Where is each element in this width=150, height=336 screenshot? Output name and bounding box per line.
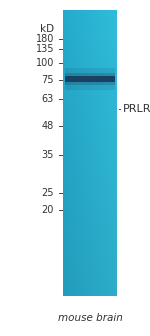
Text: mouse brain: mouse brain [58,312,122,323]
Text: 135: 135 [36,44,54,54]
Text: 48: 48 [42,121,54,131]
Text: PRLR: PRLR [123,104,150,114]
Text: 20: 20 [42,205,54,215]
Text: 75: 75 [42,75,54,85]
Text: 63: 63 [42,94,54,104]
Bar [65,69,115,89]
Bar [65,73,115,85]
Text: kD: kD [40,24,54,34]
Text: 180: 180 [36,34,54,44]
Bar [65,76,115,82]
Text: 35: 35 [42,150,54,160]
Text: 100: 100 [36,58,54,68]
Text: 25: 25 [42,188,54,198]
Bar [65,76,115,82]
